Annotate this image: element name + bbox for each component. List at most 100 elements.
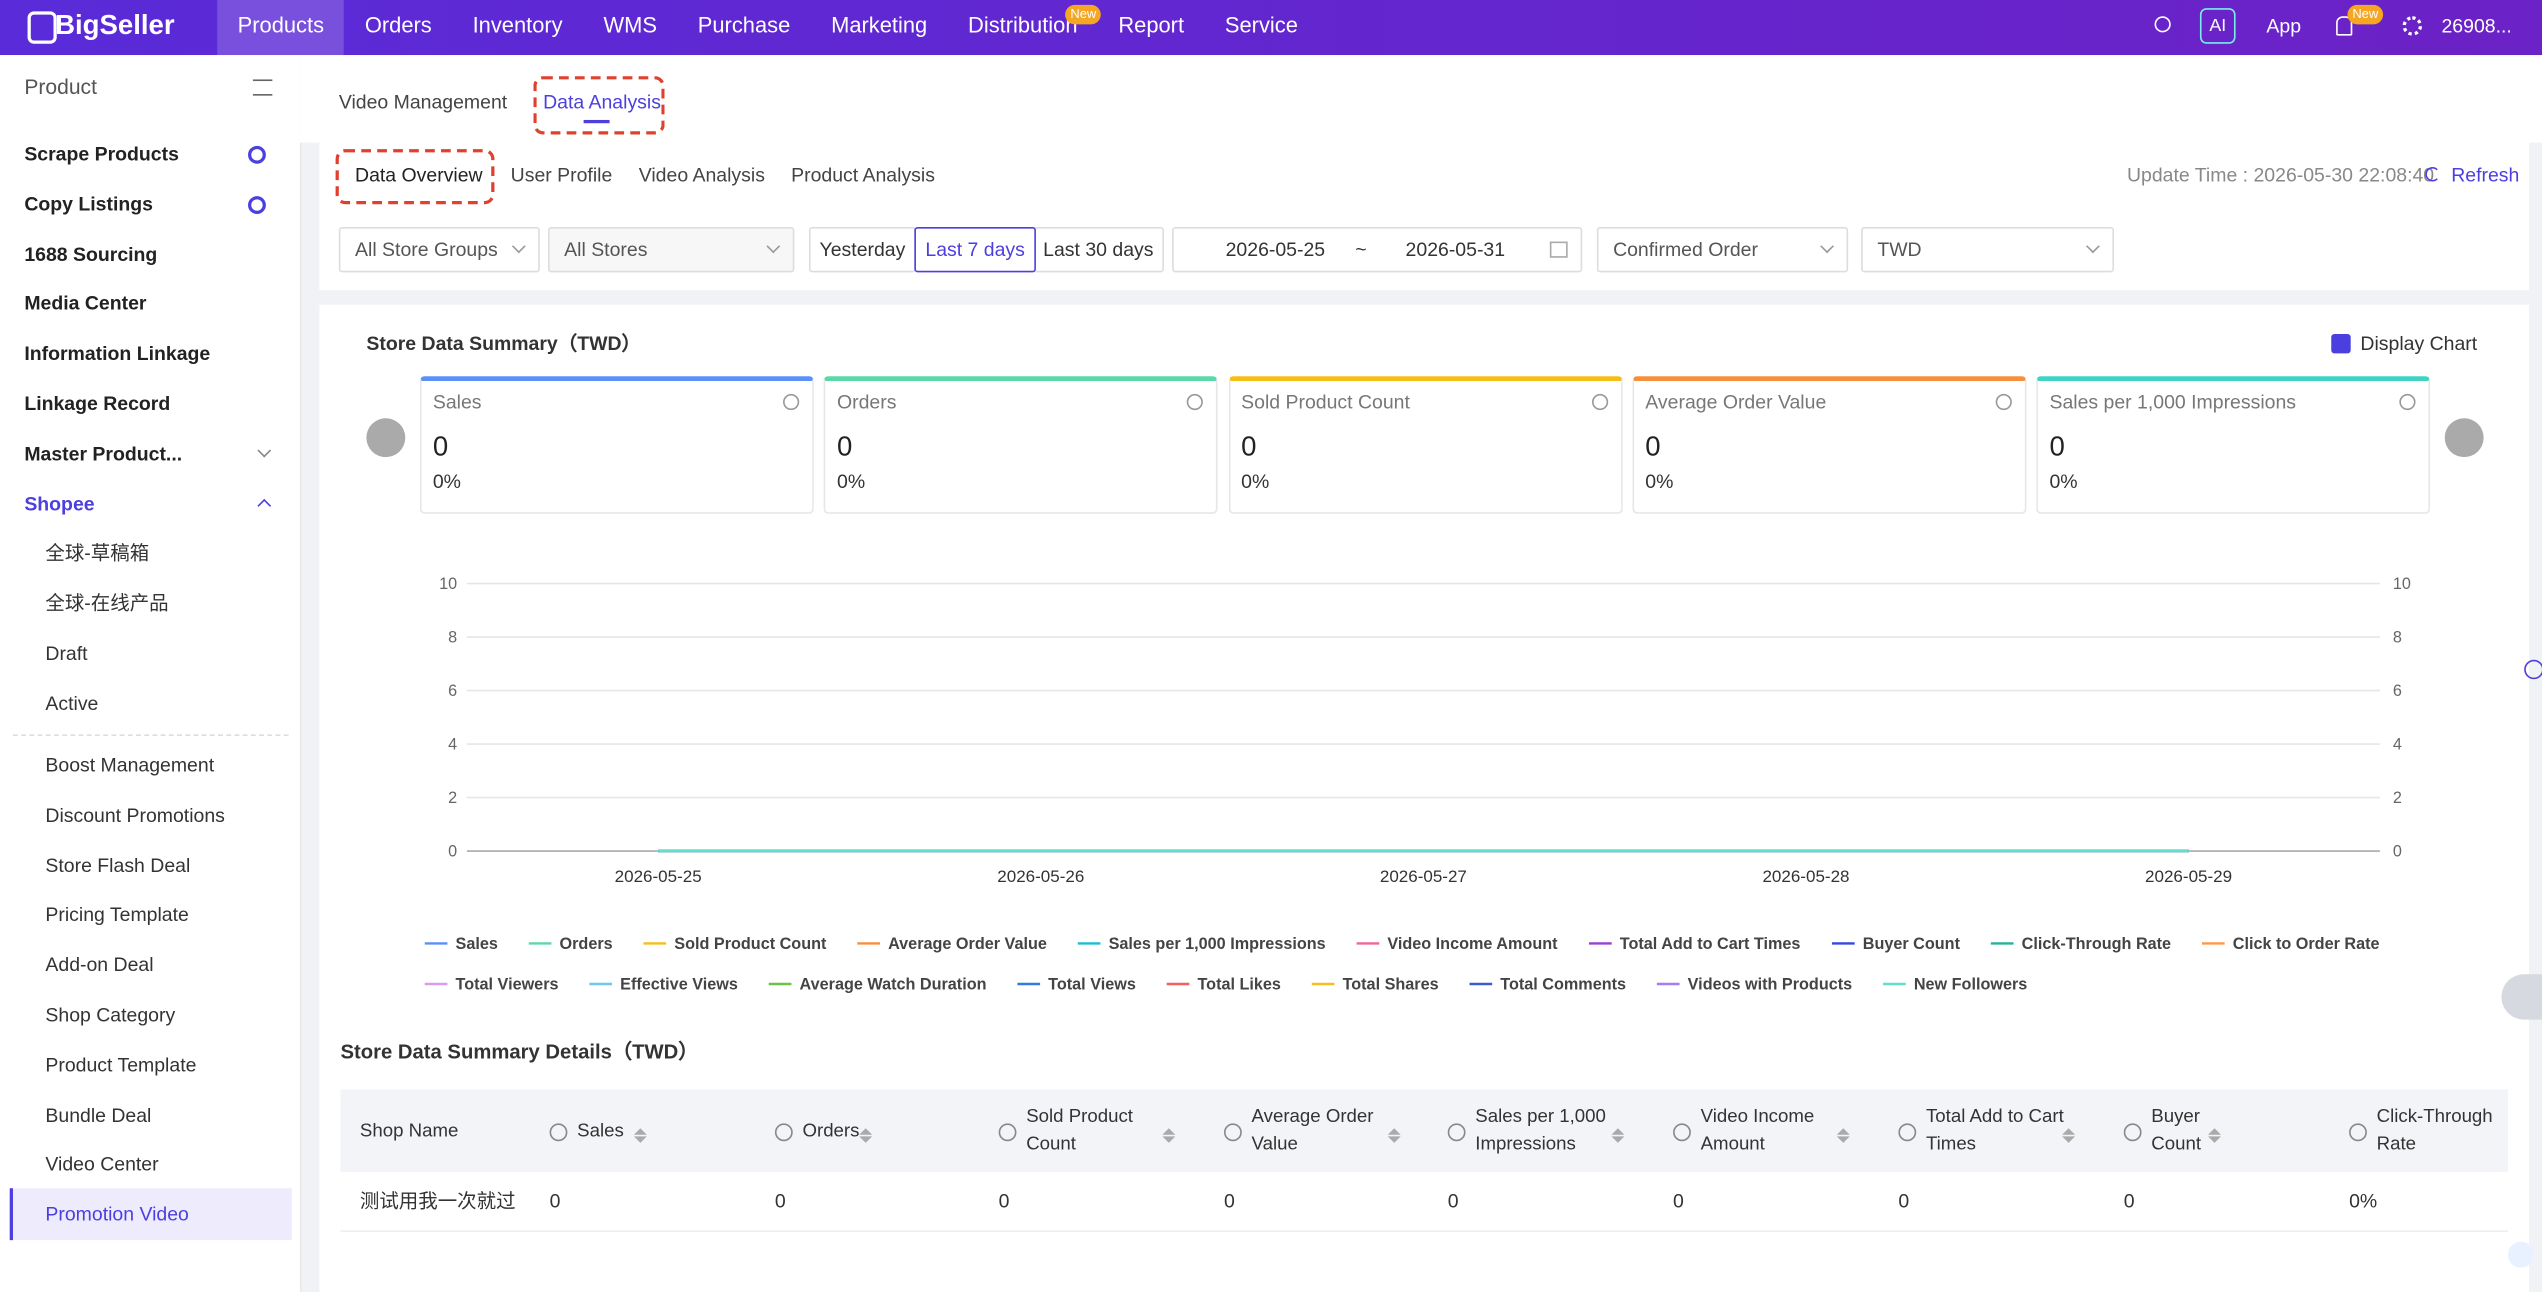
legend-label[interactable]: Sales [456,935,498,953]
legend-label[interactable]: Buyer Count [1863,935,1961,953]
settings-icon[interactable] [248,195,266,214]
column-header[interactable]: Sales [549,1101,728,1163]
store-select[interactable]: All Stores [547,226,795,273]
sidebar-item[interactable]: Media Center [24,292,147,316]
column-header[interactable]: Total Add to Cart Times [1898,1101,2076,1163]
legend-label[interactable]: Total Views [1048,976,1136,994]
sidebar-subitem[interactable]: Discount Promotions [45,803,225,827]
bell-icon[interactable] [2336,16,2353,36]
sidebar-item[interactable]: 1688 Sourcing [24,242,158,266]
sidebar-subitem[interactable]: Boost Management [45,753,215,777]
date-range-button[interactable]: Last 30 days [1032,226,1165,273]
sidebar-subitem[interactable]: Product Template [45,1053,197,1077]
legend-label[interactable]: Sales per 1,000 Impressions [1109,935,1326,953]
legend-label[interactable]: Average Watch Duration [800,976,987,994]
sidebar-subitem[interactable]: Promotion Video [45,1203,189,1226]
nav-item[interactable]: Products [217,0,345,56]
nav-item[interactable]: Orders [364,12,432,38]
collapse-icon[interactable] [252,79,273,96]
legend-label[interactable]: Videos with Products [1688,976,1852,994]
legend-label[interactable]: Total Comments [1500,976,1626,994]
tab[interactable]: Data Analysis [543,90,661,114]
currency-select[interactable]: TWD [1861,226,2115,273]
sort-icon[interactable] [2208,1136,2222,1149]
sidebar-subitem[interactable]: Pricing Template [45,903,189,927]
nav-item[interactable]: WMS [603,12,657,38]
nav-item[interactable]: Service [1224,12,1298,38]
nav-item[interactable]: Purchase [697,12,791,38]
legend-label[interactable]: Average Order Value [888,935,1047,953]
legend-label[interactable]: Effective Views [620,976,738,994]
user-menu[interactable]: 26908... [2441,14,2512,38]
edge-widget[interactable] [2524,659,2542,680]
sort-icon[interactable] [633,1136,647,1149]
side-tab[interactable] [2501,974,2542,1020]
legend-label[interactable]: Click-Through Rate [2022,935,2171,953]
sidebar-subitem[interactable]: Bundle Deal [45,1103,152,1126]
search-icon[interactable] [2154,16,2171,33]
legend-label[interactable]: Total Viewers [456,976,559,994]
sort-icon[interactable] [633,1122,647,1135]
prev-arrow[interactable] [366,418,406,458]
column-header[interactable]: Orders [774,1101,953,1163]
sort-icon[interactable] [2208,1122,2222,1135]
sort-icon[interactable] [859,1136,873,1149]
tab[interactable]: Video Management [338,90,508,114]
refresh-button[interactable]: Refresh [2451,163,2520,187]
subtab[interactable]: User Profile [510,163,613,187]
sidebar-item[interactable]: Copy Listings [24,192,153,216]
legend-label[interactable]: Total Add to Cart Times [1620,935,1801,953]
date-range-button[interactable]: Last 7 days [914,226,1036,273]
legend-label[interactable]: Total Likes [1197,976,1280,994]
subtab[interactable]: Data Overview [355,163,483,187]
legend-label[interactable]: Orders [560,935,613,953]
legend-label[interactable]: Video Income Amount [1387,935,1558,953]
sort-icon[interactable] [1836,1136,1850,1149]
ai-button[interactable]: AI [2199,8,2236,44]
sidebar-subitem[interactable]: Draft [45,641,88,665]
settings-icon[interactable] [2402,16,2423,36]
sidebar-subitem[interactable]: Shop Category [45,1003,176,1027]
help-widget[interactable] [2507,1241,2534,1268]
display-chart-label[interactable]: Display Chart [2360,332,2478,356]
settings-icon[interactable] [248,145,266,164]
column-header[interactable]: Video Income Amount [1673,1101,1851,1163]
sort-icon[interactable] [1836,1122,1850,1135]
legend-label[interactable]: Click to Order Rate [2233,935,2380,953]
column-header[interactable]: Click-Through Rate [2349,1101,2527,1163]
legend-label[interactable]: New Followers [1914,976,2027,994]
sidebar-subitem[interactable]: 全球-草稿箱 [45,541,150,565]
sidebar-group[interactable]: Shopee [24,492,95,516]
legend-label[interactable]: Sold Product Count [674,935,827,953]
sidebar-subitem[interactable]: Video Center [45,1153,159,1176]
nav-item[interactable]: Report [1118,12,1185,38]
sidebar-item[interactable]: Master Product... [24,442,183,465]
sort-icon[interactable] [1387,1136,1401,1149]
sort-icon[interactable] [1387,1122,1401,1135]
column-header[interactable]: Buyer Count [2123,1101,2302,1163]
sort-icon[interactable] [1611,1136,1625,1149]
app-link[interactable]: App [2266,14,2302,38]
sort-icon[interactable] [2062,1122,2076,1135]
subtab[interactable]: Video Analysis [638,163,765,187]
refresh-icon[interactable] [2425,166,2440,182]
sidebar-item[interactable]: Scrape Products [24,142,179,166]
nav-item[interactable]: Distribution New [948,0,1102,55]
legend-label[interactable]: Total Shares [1343,976,1439,994]
sort-icon[interactable] [1162,1122,1176,1135]
sort-icon[interactable] [2062,1136,2076,1149]
sidebar-item[interactable]: Linkage Record [24,392,171,415]
sidebar-subitem[interactable]: 全球-在线产品 [45,591,169,615]
nav-item[interactable]: Inventory [472,12,563,38]
column-header[interactable]: Sold Product Count [998,1101,1177,1163]
date-range-picker[interactable]: 2026-05-25 ~2026-05-31 [1172,226,1583,273]
order-type-select[interactable]: Confirmed Order [1596,226,1849,273]
date-range-button[interactable]: Yesterday [808,226,916,273]
nav-item[interactable]: Marketing [831,12,928,38]
column-header[interactable]: Average Order Value [1223,1101,1402,1163]
sidebar-subitem[interactable]: Active [45,691,99,715]
sidebar-subitem[interactable]: Add-on Deal [45,953,154,977]
next-arrow[interactable] [2444,418,2484,458]
sidebar-item[interactable]: Information Linkage [24,342,211,366]
subtab[interactable]: Product Analysis [791,163,935,187]
